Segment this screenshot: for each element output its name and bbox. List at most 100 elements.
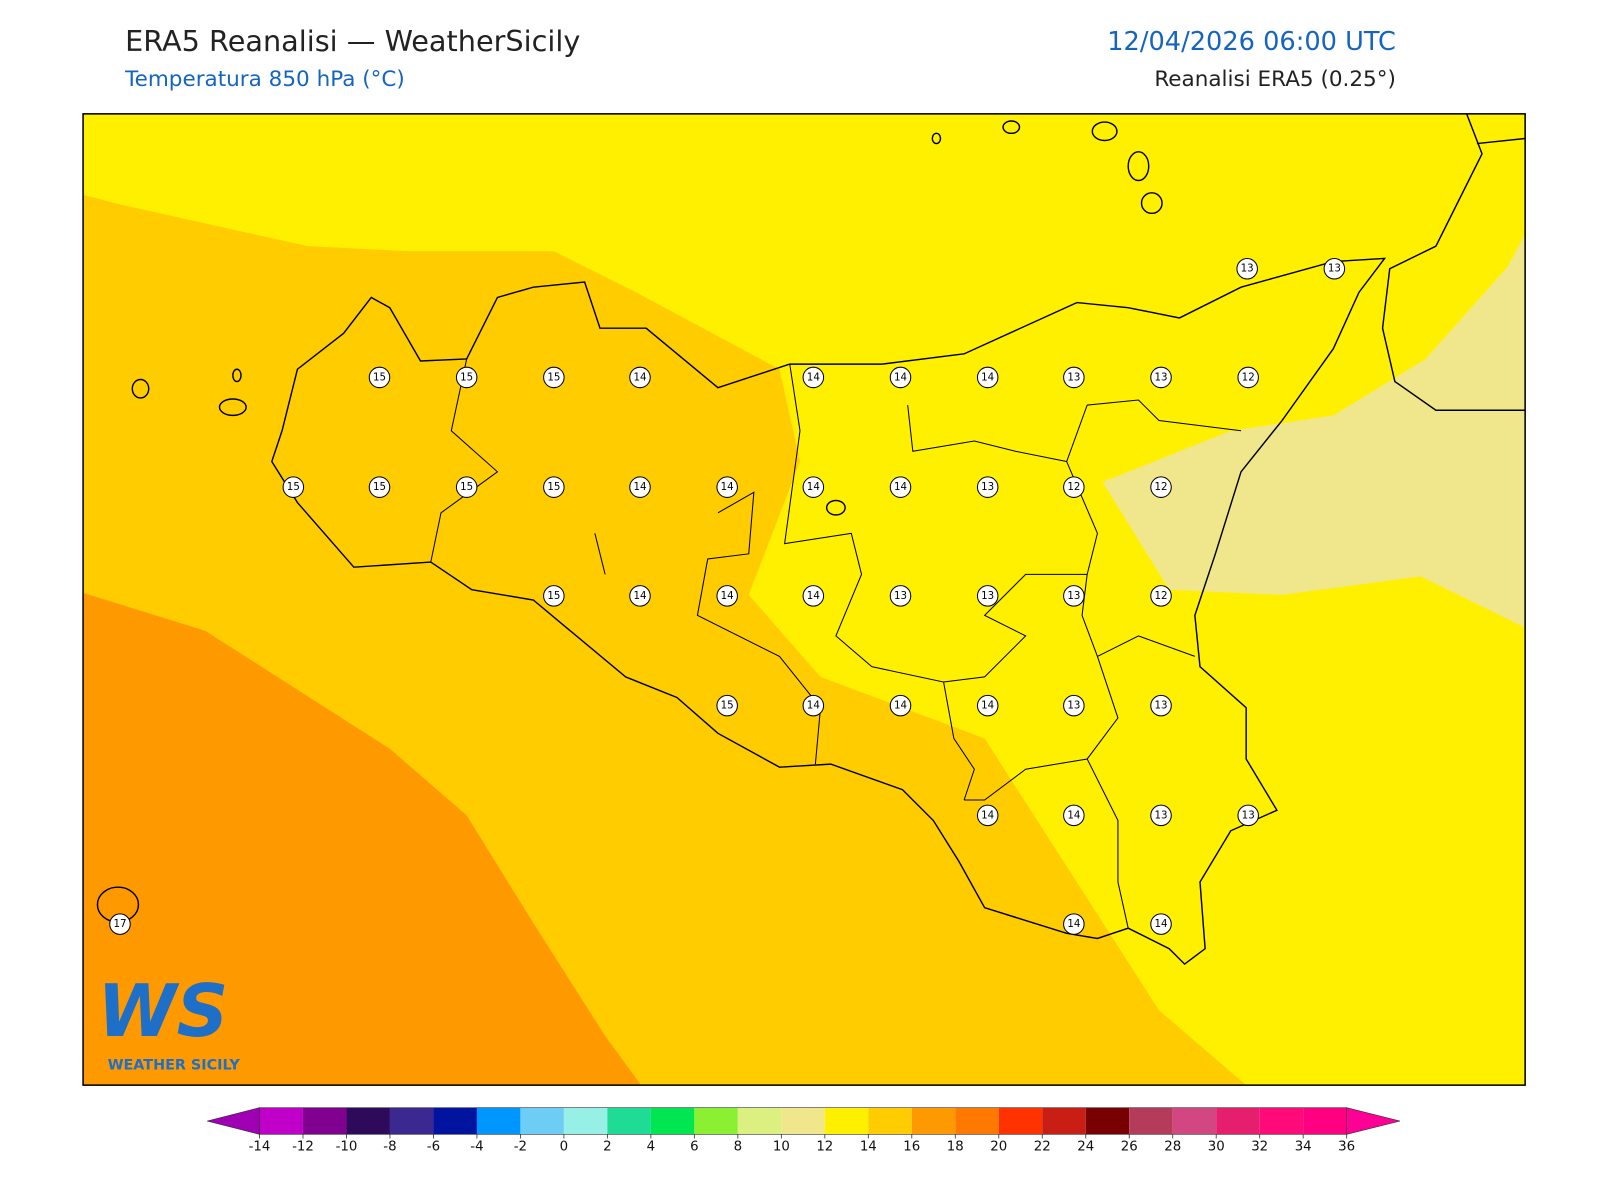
colorbar-tick-label: -10 [336,1140,358,1155]
colorbar-cell [563,1107,608,1135]
station-marker [368,366,391,389]
field-10-12 [1102,233,1526,628]
colorbar-tick-label: 26 [1121,1140,1138,1155]
station-marker [1237,366,1259,389]
colorbar: -14 -12 -10 -8 -6 -4 -2 0 2 4 6 8 10 12 14 16 18 20 22 24 26… [207,1107,1401,1155]
station-label: 14 [721,481,734,493]
station-marker [889,476,912,498]
station-marker [716,476,738,498]
colorbar-tick-label: 36 [1338,1140,1355,1155]
station-marker [1150,804,1172,827]
station-marker [802,476,825,498]
colorbar-cell [520,1107,564,1135]
station-label: 15 [547,590,560,602]
station-marker [802,694,825,717]
station-label: 14 [981,700,994,712]
station-marker [976,804,999,827]
calabria-tip [1476,137,1526,145]
datetime: 12/04/2026 06:00 UTC [1107,27,1396,57]
colorbar-tick-label: 10 [773,1140,790,1155]
sicily-coast [271,257,1387,966]
station-marker [1150,694,1172,717]
colorbar-cell [1042,1107,1086,1135]
colorbar-cell [824,1107,869,1135]
station-label: 15 [373,481,386,493]
station-label: 14 [721,590,734,602]
station-label: 14 [633,371,646,383]
island [218,398,247,417]
colorbar-cell [1129,1107,1173,1135]
colorbar-tick-label: -4 [470,1140,483,1155]
station-marker [629,585,651,607]
station-marker [543,476,565,498]
colorbar-cell [433,1107,477,1135]
colorbar-tick-label: 12 [816,1140,833,1155]
colorbar-cell [259,1107,303,1135]
colorbar-cell [998,1107,1043,1135]
station-marker [716,585,738,607]
station-marker [976,585,999,607]
station-label: 15 [547,481,560,493]
station-label: 14 [1067,918,1080,930]
station-label: 14 [894,371,907,383]
colorbar-tick-label: 2 [603,1140,611,1155]
station-label: 13 [1155,371,1168,383]
station-label: 14 [894,481,907,493]
title: ERA5 Reanalisi — WeatherSicily [125,24,580,58]
station-label: 14 [807,481,820,493]
colorbar-cell [1172,1107,1217,1135]
station-marker [629,366,651,389]
colorbar-tick-label: -6 [427,1140,440,1155]
colorbar-cell [911,1107,956,1135]
station-label: 14 [894,700,907,712]
colorbar-under [207,1107,260,1135]
colorbar-cell [955,1107,999,1135]
colorbar-cell [781,1107,825,1135]
station-marker [1063,366,1085,389]
island [1127,151,1150,182]
station-marker [1150,476,1172,498]
station-label: 13 [1155,809,1168,821]
colorbar-cell [389,1107,434,1135]
colorbar-tick-label: 8 [734,1140,742,1155]
map-area: 13 13 15 15 15 14 14 14 14 13 13 12 15 15 15 15 14 14 14 14… [83,113,1526,1086]
colorbar-tick-label: 0 [560,1140,568,1155]
station-marker [1150,366,1172,389]
station-label: 14 [1067,809,1080,821]
island [232,368,242,383]
station-label: 15 [287,481,300,493]
station-label: 12 [1155,590,1168,602]
station-marker [455,366,478,389]
station-marker [1236,257,1258,280]
colorbar-tick-label: 34 [1295,1140,1312,1155]
station-label: 13 [1328,263,1341,275]
station-label: 15 [721,700,734,712]
station-label: 13 [1067,590,1080,602]
colorbar-tick-label: 20 [990,1140,1007,1155]
colorbar-tick-label: 18 [947,1140,964,1155]
colorbar-tick-label: -14 [249,1140,271,1155]
station-marker [543,366,565,389]
colorbar-cell [302,1107,347,1135]
station-label: 14 [981,371,994,383]
station-marker [455,476,478,498]
source: Reanalisi ERA5 (0.25°) [1154,67,1396,92]
station-marker [1063,694,1085,717]
colorbar-tick-label: 4 [647,1140,655,1155]
island [931,132,942,145]
station-label: 13 [1155,700,1168,712]
station-label: 13 [981,481,994,493]
colorbar-tick-label: 16 [903,1140,920,1155]
colorbar-tick-label: -2 [514,1140,527,1155]
station-label: 14 [633,481,646,493]
colorbar-tick-label: -8 [383,1140,396,1155]
colorbar-cell [868,1107,912,1135]
logo-mark: WS [97,969,228,1053]
station-marker [1323,257,1346,280]
station-marker [1063,476,1085,498]
station-label: 14 [1155,918,1168,930]
logo-text: WEATHER SICILY [108,1058,241,1074]
station-marker [802,366,825,389]
colorbar-tick-label: 22 [1034,1140,1051,1155]
